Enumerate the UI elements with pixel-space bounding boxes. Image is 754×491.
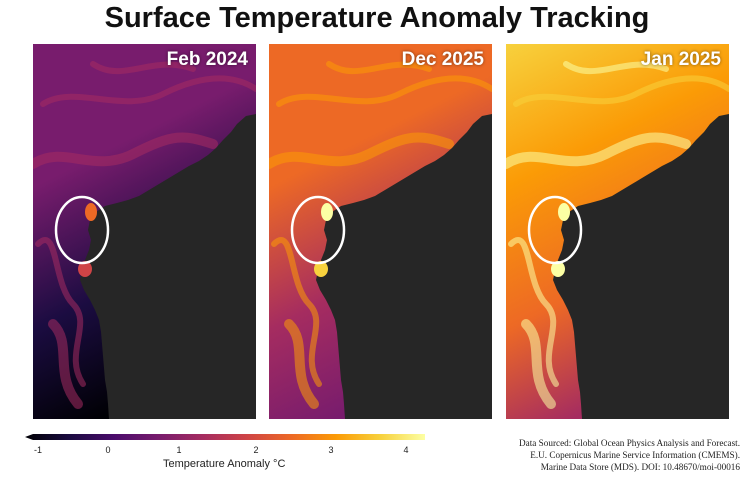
current-streak	[276, 75, 492, 107]
current-streak	[326, 61, 432, 75]
colorbar	[25, 434, 425, 440]
land-mass	[553, 114, 729, 419]
hotspot	[85, 203, 97, 221]
colorbar-gradient	[25, 434, 425, 440]
tracking-circle-marker	[290, 195, 346, 265]
hotspot	[551, 261, 565, 277]
current-streak	[269, 132, 454, 169]
map-panel-feb-2024: Feb 2024	[33, 44, 256, 419]
colorbar-legend: -1 0 1 2 3 4 Temperature Anomaly °C	[25, 432, 425, 472]
current-streak	[90, 61, 196, 75]
colorbar-tick: 4	[403, 445, 409, 455]
current-streak	[506, 132, 691, 169]
current-streak	[48, 319, 83, 409]
source-line: Marine Data Store (MDS). DOI: 10.48670/m…	[540, 462, 740, 472]
colorbar-tick: 1	[176, 445, 182, 455]
panel-date-label: Dec 2025	[401, 49, 484, 70]
colorbar-tick: 2	[253, 445, 259, 455]
current-streak	[271, 237, 322, 387]
current-streak	[508, 237, 559, 387]
hotspot	[314, 261, 328, 277]
data-source-note: Data Sourced: Global Ocean Physics Analy…	[440, 437, 740, 473]
map-panel-jan-2025: Jan 2025	[506, 44, 729, 419]
colorbar-tick: 0	[105, 445, 111, 455]
current-streak	[33, 132, 218, 169]
panel-date-label: Jan 2025	[640, 49, 721, 70]
hotspot	[78, 261, 92, 277]
colorbar-label: Temperature Anomaly °C	[163, 458, 286, 470]
colorbar-tick: 3	[328, 445, 334, 455]
tracking-circle-marker	[527, 195, 583, 265]
current-streak	[513, 75, 729, 107]
source-line: Data Sourced: Global Ocean Physics Analy…	[519, 438, 740, 448]
current-streak	[563, 61, 669, 75]
land-mass	[80, 114, 256, 419]
page-title: Surface Temperature Anomaly Tracking	[104, 2, 650, 34]
current-streak	[40, 75, 256, 107]
map-canvas	[506, 44, 729, 419]
source-line: E.U. Copernicus Marine Service Informati…	[530, 450, 740, 460]
map-canvas	[33, 44, 256, 419]
colorbar-tick: -1	[33, 445, 43, 455]
hotspot	[558, 203, 570, 221]
panel-date-label: Feb 2024	[166, 49, 248, 70]
current-streak	[284, 319, 319, 409]
map-panel-dec-2025: Dec 2025	[269, 44, 492, 419]
hotspot	[321, 203, 333, 221]
current-streak	[35, 237, 86, 387]
current-streak	[521, 319, 556, 409]
land-mass	[316, 114, 492, 419]
tracking-circle-marker	[54, 195, 110, 265]
map-canvas	[269, 44, 492, 419]
